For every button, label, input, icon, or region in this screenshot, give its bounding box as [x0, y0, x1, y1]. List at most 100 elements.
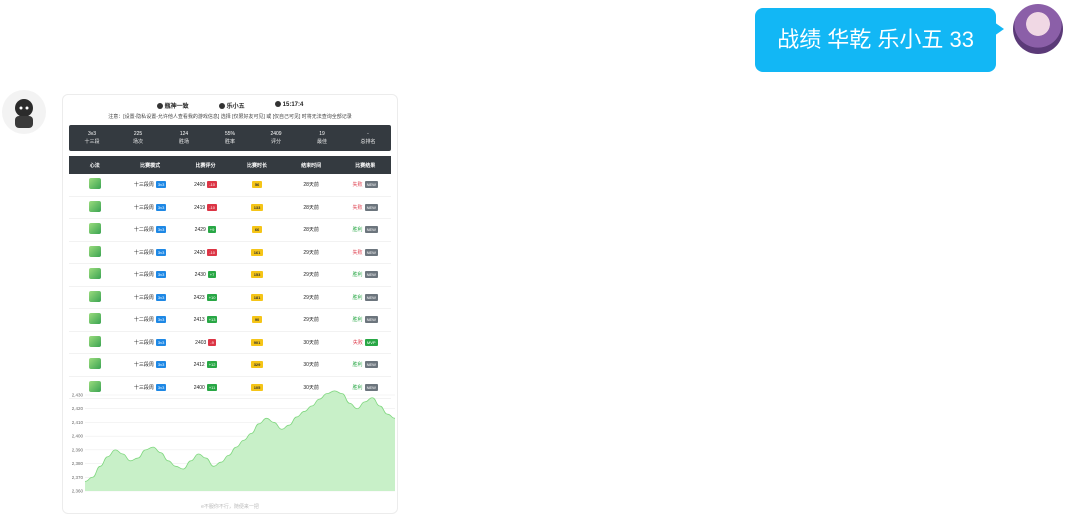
- table-row[interactable]: 十三段周 3v3 2423 +10 181 29天前 胜利 NEW: [69, 287, 391, 309]
- duration-badge: 66: [251, 226, 263, 234]
- mode-cell: 十三段周 3v3: [133, 181, 167, 189]
- match-table: 十三段周 3v3 2409 -10 56 28天前 失败 NEW 十三段周 3v3 24…: [69, 174, 391, 399]
- mode-tag: 3v3: [155, 181, 167, 189]
- duration-badge: 133: [250, 203, 264, 211]
- y-tick-label: 2,410: [72, 420, 84, 425]
- mode-tag: 3v3: [155, 226, 167, 234]
- column-header[interactable]: 比赛评分: [195, 162, 216, 169]
- score-delta: -10: [207, 181, 217, 189]
- result-cell: 失败 NEW: [339, 203, 391, 211]
- result-text: 胜利: [352, 294, 363, 301]
- bot-avatar-icon: [15, 99, 33, 128]
- table-row[interactable]: 十三段周 3v3 2420 -10 161 29天前 失败 NEW: [69, 242, 391, 264]
- column-header[interactable]: 比赛结果: [355, 162, 376, 169]
- result-cell: 失败 MVP: [339, 338, 391, 346]
- privacy-notice: 注意：[设置-隐私设置-允许他人查看我的游戏信息] 选择 [仅限好友可见] 或 …: [108, 114, 352, 120]
- table-row[interactable]: 十三段周 3v3 2412 +12 329 30天前 胜利 NEW: [69, 354, 391, 377]
- duration-cell: 329: [231, 361, 283, 369]
- table-row[interactable]: 十三段周 3v3 2409 -10 56 28天前 失败 NEW: [69, 174, 391, 197]
- mode-tag: 3v3: [155, 338, 167, 346]
- end-time-cell: 30天前: [303, 339, 319, 346]
- stat-value: 124: [179, 131, 189, 137]
- score-delta: -9: [208, 338, 216, 346]
- stat-label: 总排名: [360, 139, 376, 145]
- y-tick-label: 2,400: [72, 434, 84, 439]
- result-badge: NEW: [364, 226, 378, 234]
- stat-label: 场次: [132, 139, 143, 145]
- outgoing-message-bubble: 战绩 华乾 乐小五 33: [755, 8, 1004, 72]
- stat-value: 19: [319, 131, 325, 137]
- xinfa-cell: [69, 358, 121, 371]
- location-icon: [156, 103, 163, 109]
- table-row[interactable]: 十三段周 3v3 2430 +7 153 29天前 胜利 NEW: [69, 264, 391, 287]
- table-row[interactable]: 十三段周 3v3 2403 -9 901 30天前 失败 MVP: [69, 332, 391, 354]
- duration-badge: 105: [250, 383, 264, 391]
- table-row[interactable]: 十三段周 3v3 2400 +11 105 30天前 胜利 NEW: [69, 377, 391, 399]
- message-text: 战绩 华乾 乐小五 33: [777, 27, 974, 52]
- duration-cell: 66: [231, 226, 283, 234]
- xinfa-cell: [69, 268, 121, 281]
- self-avatar[interactable]: [1013, 4, 1063, 54]
- score-delta: +13: [206, 316, 218, 324]
- table-row[interactable]: 十二段周 3v3 2413 +13 90 29天前 胜利 NEW: [69, 309, 391, 332]
- y-tick-label: 2,360: [72, 489, 84, 494]
- xinfa-icon: [88, 358, 101, 370]
- score-delta: -10: [207, 203, 217, 211]
- duration-cell: 56: [231, 181, 283, 189]
- result-text: 失败: [352, 182, 363, 189]
- column-header[interactable]: 比赛时长: [247, 162, 268, 169]
- mode-cell: 十三段周 3v3: [133, 293, 167, 301]
- table-header: 心法 比赛模式 比赛评分 比赛时长 结束时间 比赛结果: [69, 156, 391, 174]
- score-cell: 2403 -9: [195, 338, 216, 346]
- player-icon: [218, 103, 225, 109]
- duration-badge: 153: [250, 271, 264, 279]
- y-tick-label: 2,380: [72, 461, 84, 466]
- mode-tag: 3v3: [155, 203, 167, 211]
- mode-cell: 十二段周 3v3: [133, 226, 167, 234]
- score-delta: +10: [206, 293, 218, 301]
- result-text: 失败: [352, 204, 363, 211]
- result-text: 胜利: [352, 384, 363, 391]
- end-time-cell: 28天前: [303, 227, 319, 234]
- duration-badge: 329: [250, 361, 264, 369]
- mode-tag: 3v3: [155, 248, 167, 256]
- score-cell: 2419 -10: [194, 203, 217, 211]
- stat-item: 225 场次: [115, 130, 161, 146]
- result-cell: 胜利 NEW: [339, 361, 391, 369]
- score-area: [85, 390, 395, 491]
- xinfa-icon: [88, 200, 101, 212]
- xinfa-icon: [88, 223, 101, 235]
- stat-value: 55%: [224, 131, 235, 137]
- player-info: 乐小五: [218, 101, 245, 110]
- y-tick-label: 2,430: [72, 393, 84, 398]
- match-record-card: 瓶神一致 乐小五 15:17:4 注意：[设置-隐私设置-允许他人查看我的游戏信…: [62, 94, 398, 514]
- end-time-cell: 29天前: [303, 294, 319, 301]
- result-text: 失败: [352, 339, 363, 346]
- xinfa-icon: [88, 313, 101, 325]
- result-badge: NEW: [364, 203, 378, 211]
- column-header[interactable]: 心法: [89, 162, 100, 169]
- result-cell: 失败 NEW: [339, 181, 391, 189]
- bot-avatar[interactable]: [2, 90, 46, 134]
- end-time-cell: 29天前: [303, 249, 319, 256]
- column-header[interactable]: 结束时间: [301, 162, 322, 169]
- result-cell: 胜利 NEW: [339, 293, 391, 301]
- mode-cell: 十三段周 3v3: [133, 203, 167, 211]
- stat-label: 评分: [270, 139, 281, 145]
- score-delta: -10: [207, 248, 217, 256]
- column-header[interactable]: 比赛模式: [140, 162, 161, 169]
- y-tick-label: 2,370: [72, 475, 84, 480]
- score-chart: 2,430 2,420 2,410 2,400 2,390 2,380 2,370 2,360: [63, 387, 397, 497]
- stat-label: 胜场: [178, 139, 189, 145]
- mode-tag: 3v3: [155, 316, 167, 324]
- stat-label: 十三段: [84, 139, 100, 145]
- table-row[interactable]: 十二段周 3v3 2429 +9 66 28天前 胜利 NEW: [69, 219, 391, 242]
- xinfa-cell: [69, 290, 121, 304]
- server-info: 瓶神一致: [156, 101, 189, 110]
- mode-cell: 十二段周 3v3: [133, 316, 167, 324]
- table-row[interactable]: 十三段周 3v3 2419 -10 133 28天前 失败 NEW: [69, 197, 391, 219]
- end-time-cell: 29天前: [303, 272, 319, 279]
- end-time-cell: 28天前: [303, 182, 319, 189]
- duration-cell: 90: [231, 316, 283, 324]
- end-time-cell: 30天前: [303, 362, 319, 369]
